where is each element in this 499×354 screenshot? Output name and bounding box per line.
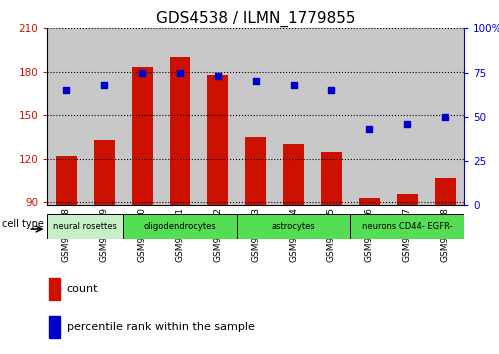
Bar [49,316,60,338]
Point [100,82,108,88]
Point [251,79,259,84]
Bar [132,68,153,205]
Bar [123,28,161,205]
Bar [47,28,85,205]
Point [62,87,70,93]
Bar [49,278,60,300]
Bar [312,28,350,205]
Text: percentile rank within the sample: percentile rank within the sample [67,322,255,332]
Bar [435,178,456,205]
Point [365,126,373,132]
Point [176,70,184,75]
Point [138,70,146,75]
Bar [94,140,115,205]
Point [327,87,335,93]
Point [403,121,411,127]
Text: oligodendrocytes: oligodendrocytes [144,222,217,231]
Point [214,73,222,79]
Text: cell type: cell type [2,219,44,229]
Bar [359,198,380,205]
Bar [237,28,274,205]
Point [289,82,297,88]
Bar [388,28,426,205]
Bar [47,214,123,239]
Bar [397,194,418,205]
Bar [350,28,388,205]
Text: count: count [67,284,98,294]
Bar [199,28,237,205]
Title: GDS4538 / ILMN_1779855: GDS4538 / ILMN_1779855 [156,11,355,27]
Bar [161,28,199,205]
Text: neurons CD44- EGFR-: neurons CD44- EGFR- [362,222,453,231]
Bar [426,28,464,205]
Bar [283,144,304,205]
Bar [56,156,77,205]
Bar [274,28,312,205]
Bar [237,214,350,239]
Bar [85,28,123,205]
Text: astrocytes: astrocytes [272,222,315,231]
Bar [246,137,266,205]
Bar [208,75,228,205]
Text: neural rosettes: neural rosettes [53,222,117,231]
Point [441,114,449,120]
Bar [350,214,464,239]
Bar [170,57,191,205]
Bar [123,214,237,239]
Bar [321,152,342,205]
